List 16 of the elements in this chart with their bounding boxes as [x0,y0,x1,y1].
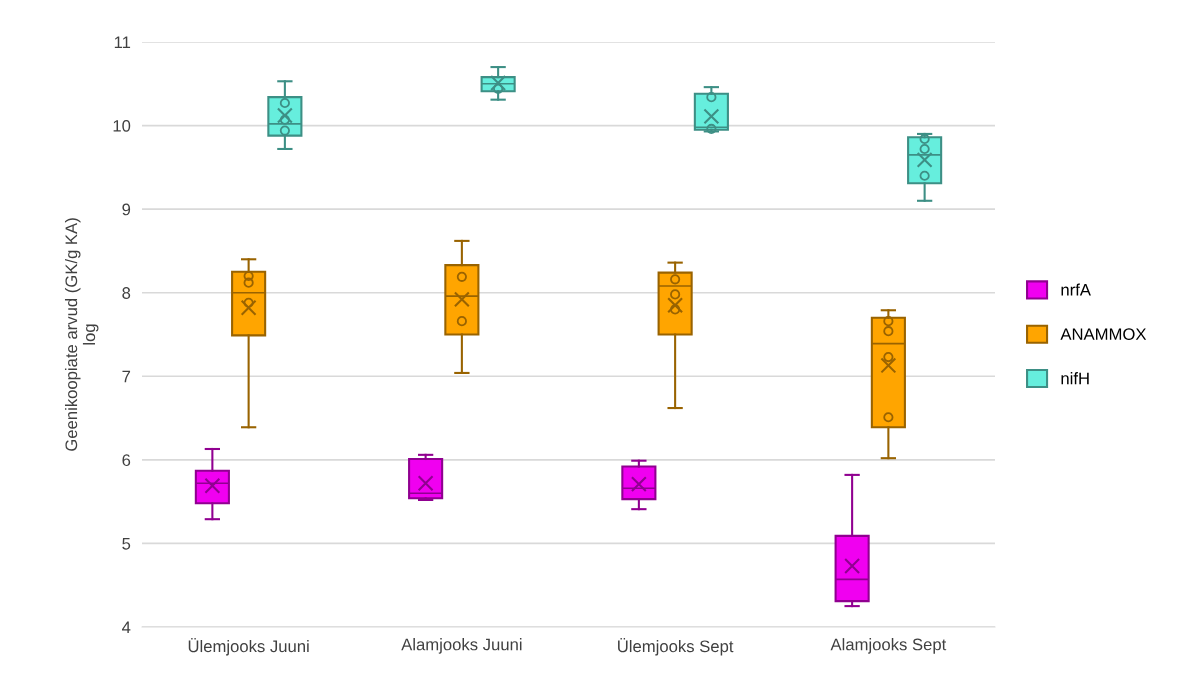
legend-label: nrfA [1061,283,1091,296]
x-tick-label: Ülemjooks Juuni [188,638,309,656]
y-tick-label: 8 [122,287,131,299]
y-tick-label: 11 [114,36,131,49]
x-tick-label: Ülemjooks Sept [618,638,734,656]
x-tick-label: Alamjooks Juuni [401,638,522,654]
y-tick-label: 4 [122,621,131,634]
y-tick-label: 5 [122,538,131,550]
legend-label: ANAMMOX [1060,328,1147,341]
x-tick-label: Alamjooks Sept [830,638,947,654]
y-tick-label: 6 [122,454,131,467]
legend-label: nifH [1061,372,1089,385]
y-tick-label: 7 [122,370,131,383]
y-tick-label: 10 [113,119,131,132]
y-axis-title: Geenikoopiate arvud (GK/g KA) log [64,218,99,451]
y-tick-label: 9 [122,203,131,216]
